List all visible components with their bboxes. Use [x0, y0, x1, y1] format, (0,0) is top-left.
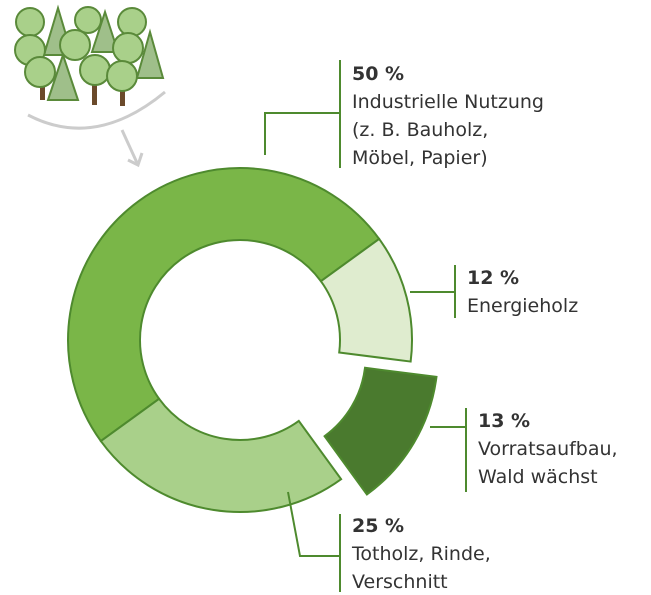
leader-line — [264, 112, 340, 155]
category-label: Energieholz — [467, 295, 578, 317]
donut-slice — [99, 397, 343, 513]
category-label: Industrielle Nutzung — [352, 91, 544, 113]
category-label: (z. B. Bauholz, — [352, 119, 488, 141]
donut-slice — [319, 237, 413, 363]
arc — [27, 90, 166, 130]
category-label: Möbel, Papier) — [352, 147, 488, 169]
value-label: 50 % — [352, 63, 404, 85]
value-label: 12 % — [467, 267, 519, 289]
arrow — [120, 129, 144, 168]
donut-slice — [323, 366, 438, 496]
value-label: 13 % — [478, 410, 530, 432]
donut-slice — [67, 167, 381, 443]
forest-icon — [14, 4, 165, 106]
category-label: Vorratsaufbau, — [478, 438, 618, 460]
category-label: Wald wächst — [478, 466, 598, 488]
category-label: Totholz, Rinde, — [351, 543, 491, 565]
category-label: Verschnitt — [352, 571, 448, 593]
value-label: 25 % — [352, 515, 404, 537]
leader-line — [287, 491, 340, 557]
